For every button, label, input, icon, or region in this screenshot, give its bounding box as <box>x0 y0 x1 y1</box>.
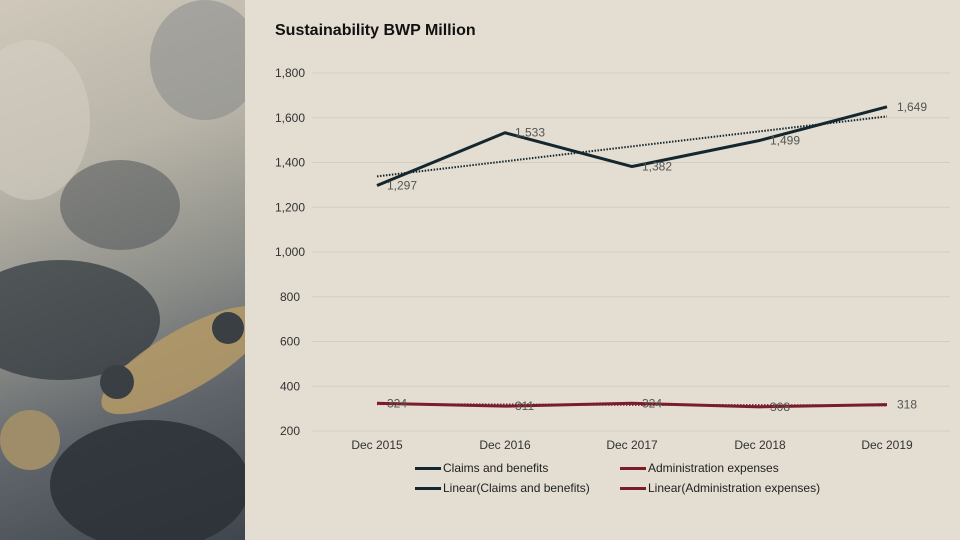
legend-label-admin: Administration expenses <box>648 461 779 475</box>
data-label: 1,382 <box>642 160 672 174</box>
legend-item-admin-trend: Linear(Administration expenses) <box>620 481 820 495</box>
legend-swatch-admin <box>620 466 646 470</box>
data-label: 1,499 <box>770 133 800 147</box>
y-tick-label: 1,400 <box>275 156 305 170</box>
data-label: 318 <box>897 398 917 412</box>
legend-swatch-admin-trend <box>620 486 646 490</box>
data-label: 1,649 <box>897 100 927 114</box>
x-tick-label: Dec 2019 <box>861 438 913 452</box>
series-lines <box>376 105 888 409</box>
chart-title: Sustainability BWP Million <box>275 22 476 39</box>
y-tick-label: 1,800 <box>275 66 305 80</box>
x-tick-label: Dec 2017 <box>606 438 658 452</box>
x-axis: Dec 2015 Dec 2016 Dec 2017 Dec 2018 Dec 2019 <box>351 438 913 452</box>
legend-item-claims-trend: Linear(Claims and benefits) <box>415 481 590 495</box>
legend-swatch-claims <box>415 466 441 470</box>
series-line <box>376 105 888 187</box>
y-tick-label: 1,600 <box>275 111 305 125</box>
y-tick-label: 800 <box>280 290 300 304</box>
data-label: 1,297 <box>387 179 417 193</box>
y-tick-label: 1,200 <box>275 200 305 214</box>
gridlines <box>312 72 950 432</box>
data-label: 311 <box>515 399 534 413</box>
y-axis: 1,800 1,600 1,400 1,200 1,000 800 600 400 200 <box>275 66 305 438</box>
data-label: 308 <box>770 400 790 414</box>
trendlines <box>376 115 888 407</box>
y-tick-label: 400 <box>280 379 300 393</box>
legend-label-admin-trend: Linear(Administration expenses) <box>648 481 821 495</box>
legend-swatch-claims-trend <box>415 486 441 490</box>
data-label: 324 <box>387 396 407 410</box>
x-tick-label: Dec 2015 <box>351 438 403 452</box>
legend-label-claims: Claims and benefits <box>443 461 549 475</box>
data-label: 324 <box>642 396 662 410</box>
chart-panel <box>245 0 960 540</box>
legend-label-claims-trend: Linear(Claims and benefits) <box>443 481 590 495</box>
x-tick-label: Dec 2016 <box>479 438 531 452</box>
x-tick-label: Dec 2018 <box>734 438 786 452</box>
legend-item-admin: Administration expenses <box>620 461 779 475</box>
data-label: 1,533 <box>515 126 545 140</box>
legend-item-claims: Claims and benefits <box>415 461 548 475</box>
y-tick-label: 600 <box>280 335 300 349</box>
data-labels: 1,297 1,533 1,382 1,499 1,649 324 311 324 308 318 <box>387 100 927 414</box>
background-photo-chain <box>0 0 245 540</box>
y-tick-label: 200 <box>280 424 300 438</box>
y-tick-label: 1,000 <box>275 245 305 259</box>
